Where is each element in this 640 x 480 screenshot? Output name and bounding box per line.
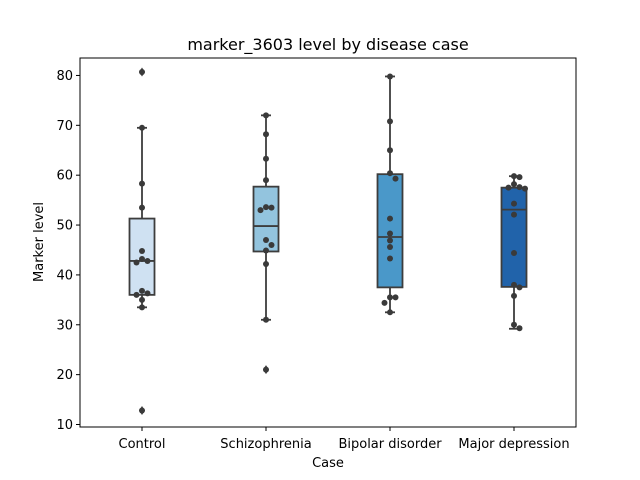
data-point [139,255,145,262]
x-tick-label: Major depression [458,437,569,452]
data-point [257,207,264,214]
data-point [263,131,269,138]
data-point [263,112,269,119]
y-tick-label: 40 [56,268,73,283]
swarm-group [257,112,275,373]
x-tick-label: Bipolar disorder [338,437,442,452]
data-point [139,296,145,303]
data-point [516,325,523,332]
data-point [511,211,517,218]
data-point [387,230,393,237]
data-point [139,247,145,254]
data-point [387,147,393,154]
data-point [522,185,528,192]
y-axis: 10 20 30 40 50 60 70 80 [56,69,80,433]
y-tick-label: 80 [56,69,73,84]
data-point [511,181,517,188]
y-tick-label: 60 [56,169,73,184]
y-tick-label: 30 [56,318,73,333]
data-point [139,124,145,131]
data-point [511,249,517,256]
data-point [139,407,145,414]
data-point [268,204,275,211]
data-point [511,281,517,288]
data-point [387,309,393,316]
data-point [387,215,393,222]
data-point [133,291,140,298]
data-point [139,204,145,211]
y-tick-label: 50 [56,219,73,234]
x-tick-label: Schizophrenia [220,437,311,452]
data-point [139,304,145,311]
data-point [263,237,269,244]
data-point [387,73,393,80]
data-point [516,174,523,181]
data-point [392,175,399,182]
data-point [511,173,517,180]
data-point [387,243,393,250]
box-group [128,67,156,416]
swarm-group [381,73,399,316]
swarm-group [133,68,151,414]
data-point [263,260,269,267]
data-point [511,321,517,328]
data-point [387,255,393,262]
data-point [268,241,275,248]
chart-title: marker_3603 level by disease case [187,35,468,55]
data-point [387,118,393,125]
data-point [139,287,145,294]
data-point [139,68,145,75]
data-point [511,200,517,207]
data-point [263,155,269,162]
x-tick-label: Control [119,437,166,452]
data-point [387,170,393,177]
data-point [381,299,388,306]
plot-frame [79,57,577,428]
data-point [144,257,151,264]
data-point [505,184,512,191]
swarm-group [505,173,528,332]
y-axis-label: Marker level [32,202,47,282]
data-point [263,366,269,373]
data-point [511,292,517,299]
data-point [133,259,140,266]
data-point [387,294,393,301]
y-tick-label: 20 [56,368,73,383]
x-axis-label: Case [312,456,344,471]
data-point [516,284,523,291]
box-group [376,75,404,314]
data-point [387,237,393,244]
data-point [516,184,523,191]
box-group [252,114,280,375]
data-point [263,177,269,184]
plot-area [128,67,528,416]
data-point [144,290,151,297]
y-tick-label: 70 [56,119,73,134]
data-point [263,247,269,254]
data-point [263,316,269,323]
x-axis: Control Schizophrenia Bipolar disorder Majo… [119,427,570,452]
data-point [392,294,399,301]
y-tick-label: 10 [56,418,73,433]
data-point [263,204,269,211]
data-point [139,180,145,187]
